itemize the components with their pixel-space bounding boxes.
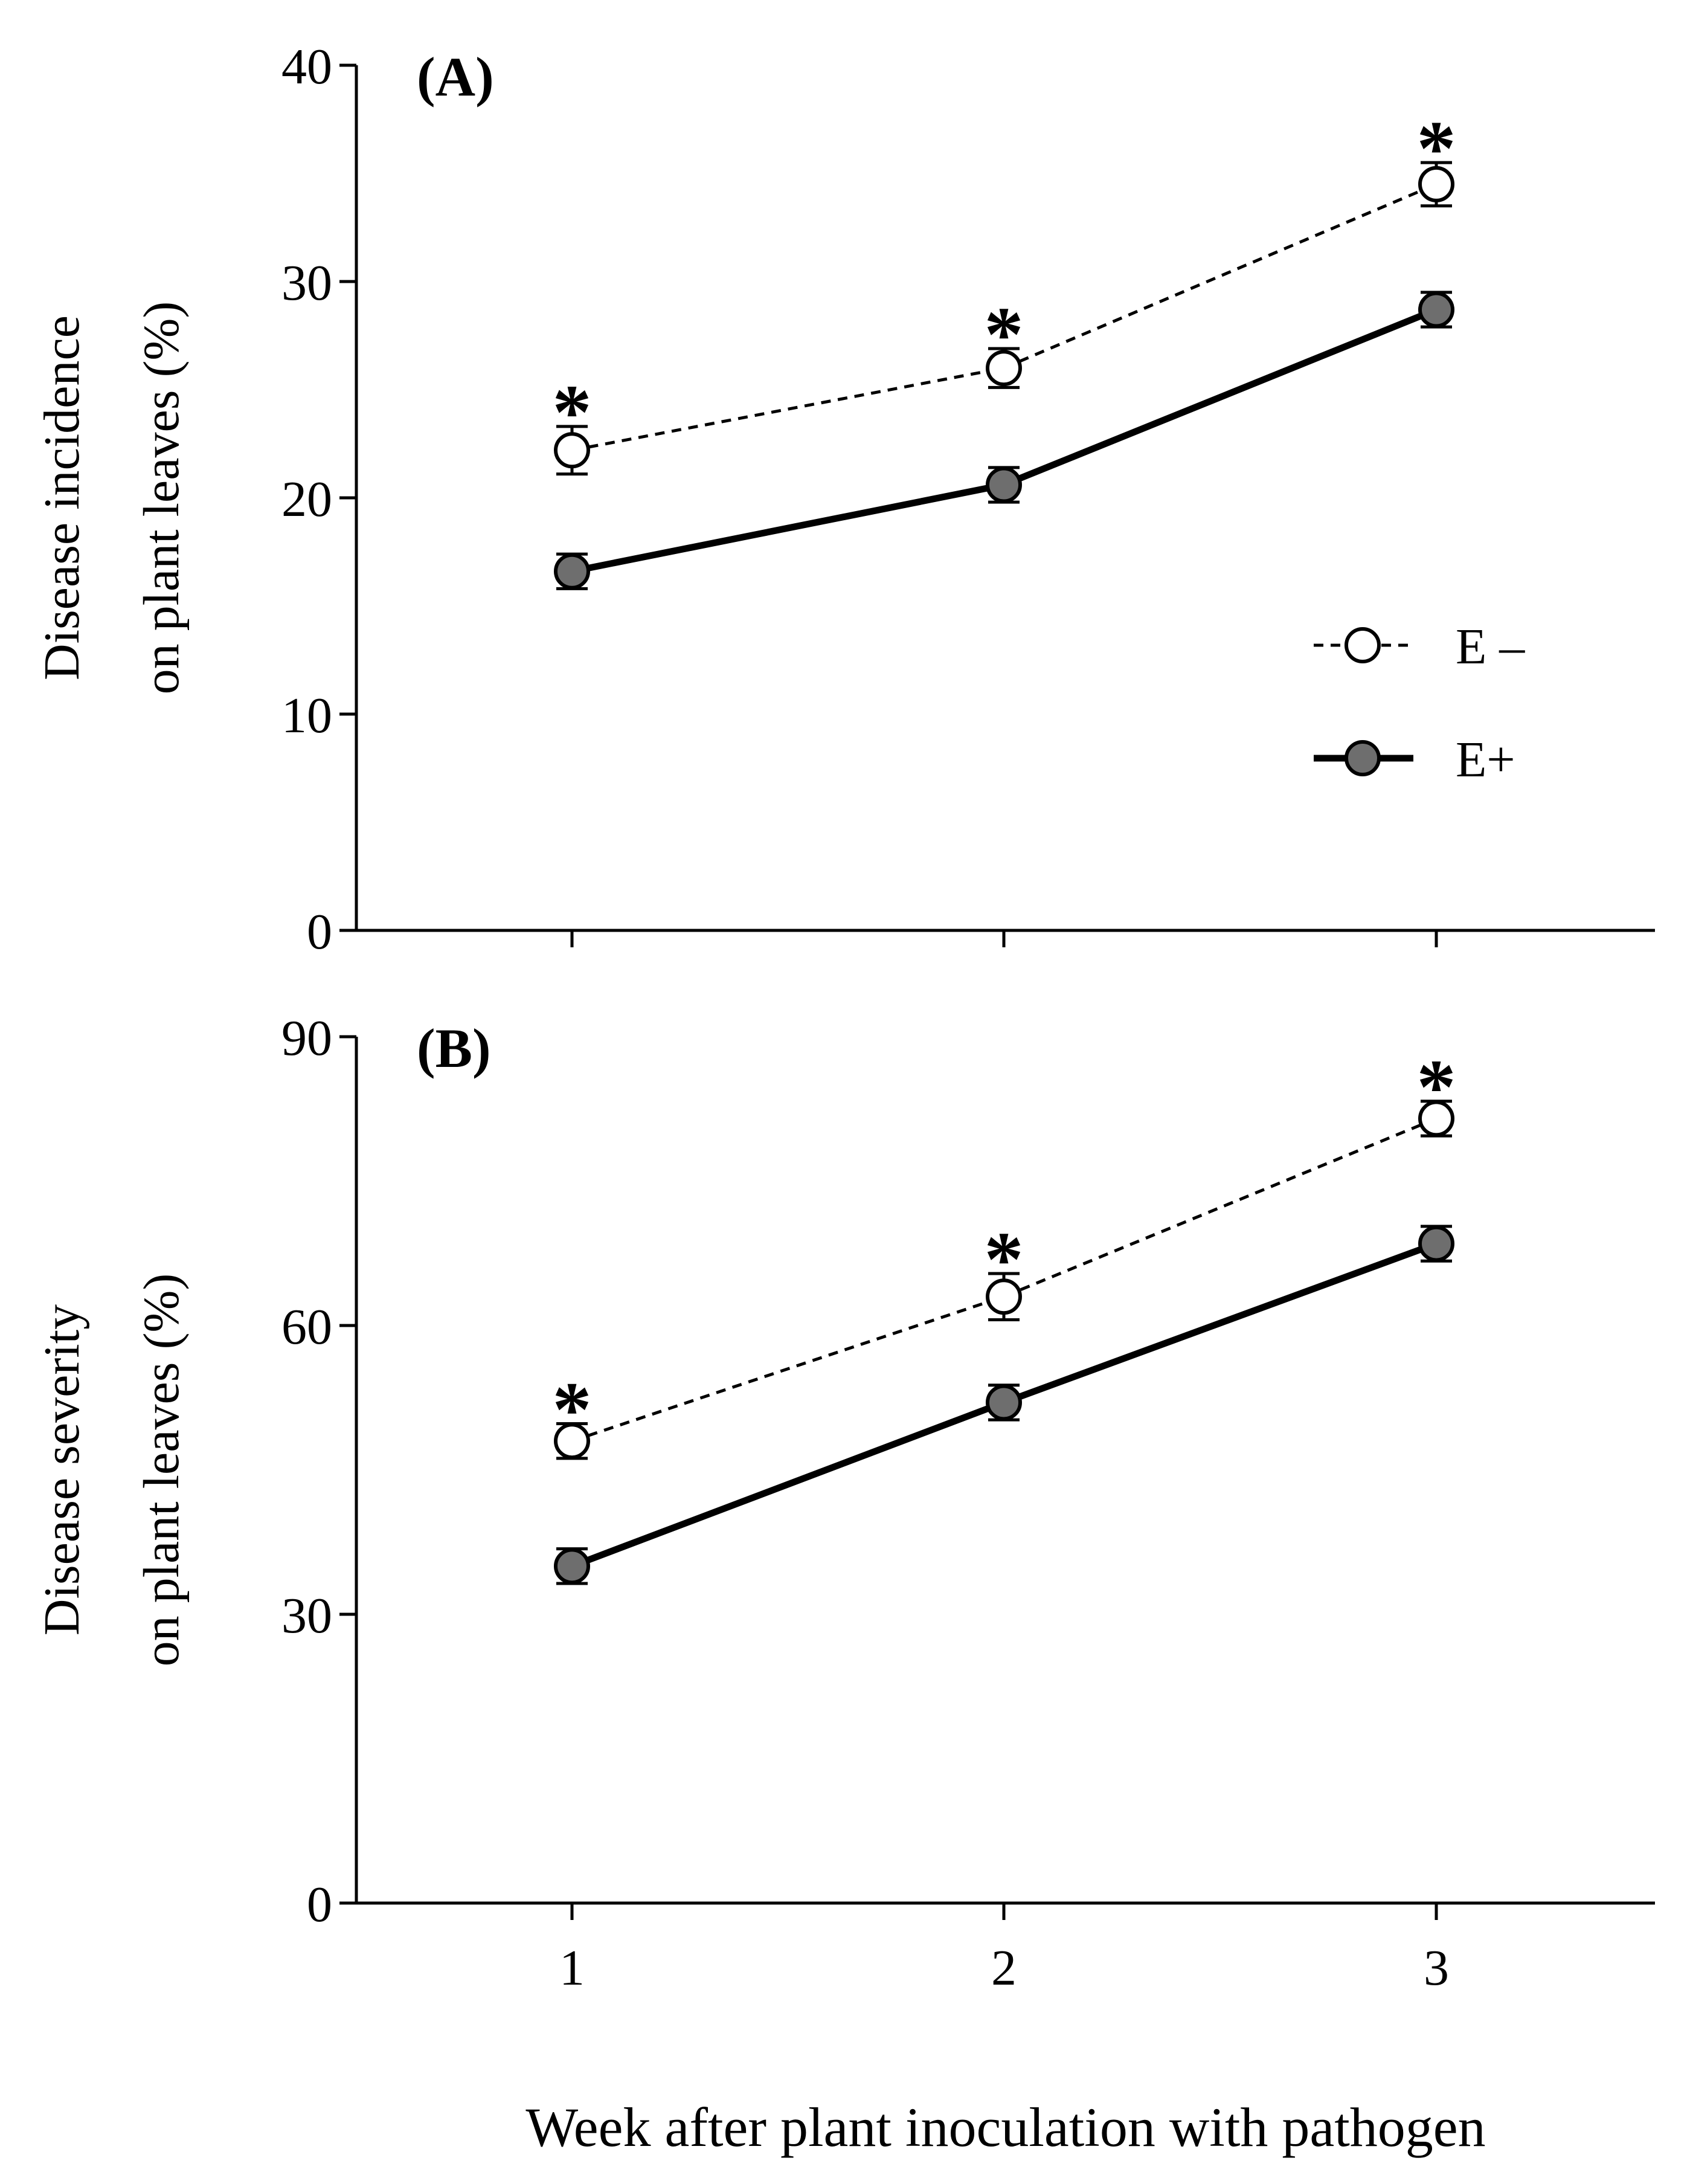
series-line-e_minus: [571, 1117, 1437, 1443]
data-point-e_minus: [1418, 1100, 1454, 1137]
legend: E – E+: [1314, 619, 1525, 788]
significance-star: *: [985, 1216, 1024, 1303]
panel-label: (A): [417, 46, 494, 108]
data-point-e_plus: [554, 553, 590, 590]
data-point-e_plus: [986, 1384, 1022, 1421]
significance-star: *: [553, 1367, 592, 1454]
y-tick-label: 0: [307, 1876, 332, 1933]
y-axis-title-line: Disease severity: [34, 1304, 90, 1635]
panel-b: 0 30 60 90 Disease severity on plant leaves (…: [34, 1010, 1655, 1996]
y-axis-title-line: on plant leaves (%): [133, 1274, 190, 1667]
x-tick-label: 3: [1424, 1940, 1449, 1996]
data-point-e_minus: [986, 1278, 1022, 1315]
y-axis-title-line: Disease incidence: [34, 315, 90, 680]
y-tick-label: 0: [307, 904, 332, 960]
legend-label-e_minus: E –: [1456, 619, 1525, 675]
y-tick-label: 20: [281, 471, 332, 527]
panel-label: (B): [417, 1017, 491, 1079]
significance-star: *: [1417, 105, 1456, 192]
significance-star: *: [985, 291, 1024, 378]
data-point-e_plus: [1418, 291, 1454, 328]
data-point-e_plus: [986, 466, 1022, 503]
significance-star: *: [1417, 1044, 1456, 1131]
legend-label-e_plus: E+: [1456, 732, 1515, 788]
y-tick-label: 40: [281, 39, 332, 95]
data-point-e_minus: [986, 350, 1022, 387]
y-tick-label: 30: [281, 255, 332, 311]
y-tick-label: 10: [281, 688, 332, 744]
data-point-e_minus: [1418, 166, 1454, 202]
y-tick-label: 30: [281, 1588, 332, 1644]
significance-star: *: [553, 369, 592, 456]
series-line-e_minus: [571, 182, 1437, 452]
data-point-e_plus: [554, 1548, 590, 1585]
data-point-e_plus: [1418, 1225, 1454, 1262]
data-point-e_minus: [554, 1423, 590, 1460]
legend-marker-e_plus: [1345, 740, 1381, 776]
panel-a: 0 10 20 30 40 Disease incidence on plant leave…: [34, 39, 1655, 960]
legend-marker-e_minus: [1345, 627, 1381, 663]
x-axis-title: Week after plant inoculation with pathog…: [525, 2096, 1485, 2158]
y-tick-label: 90: [281, 1010, 332, 1066]
data-point-e_minus: [554, 432, 590, 469]
y-tick-label: 60: [281, 1299, 332, 1355]
x-tick-label: 1: [559, 1940, 585, 1996]
y-axis-title-line: on plant leaves (%): [133, 301, 190, 695]
x-tick-label: 2: [991, 1940, 1017, 1996]
